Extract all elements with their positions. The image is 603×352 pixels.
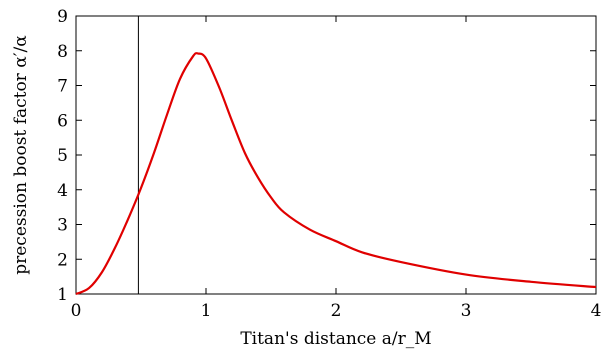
x-tick-label: 2 xyxy=(331,301,342,321)
y-tick-label: 7 xyxy=(57,77,68,97)
y-tick-label: 9 xyxy=(57,7,68,27)
y-tick-label: 8 xyxy=(57,42,68,62)
series-line xyxy=(75,52,597,296)
x-axis-label: Titan's distance a/r_M xyxy=(240,329,431,349)
y-tick-label: 6 xyxy=(57,111,68,131)
y-tick-label: 5 xyxy=(57,146,68,166)
x-tick-label: 4 xyxy=(591,301,602,321)
y-axis-label: precession boost factor α′/α xyxy=(11,35,31,275)
x-tick-label: 1 xyxy=(201,301,212,321)
y-tick-label: 2 xyxy=(57,250,68,270)
x-tick-label: 0 xyxy=(71,301,82,321)
x-tick-label: 3 xyxy=(461,301,472,321)
y-tick-label: 3 xyxy=(57,216,68,236)
y-tick-label: 4 xyxy=(57,181,68,201)
y-tick-label: 1 xyxy=(57,285,68,305)
axis-ticks xyxy=(75,15,597,295)
